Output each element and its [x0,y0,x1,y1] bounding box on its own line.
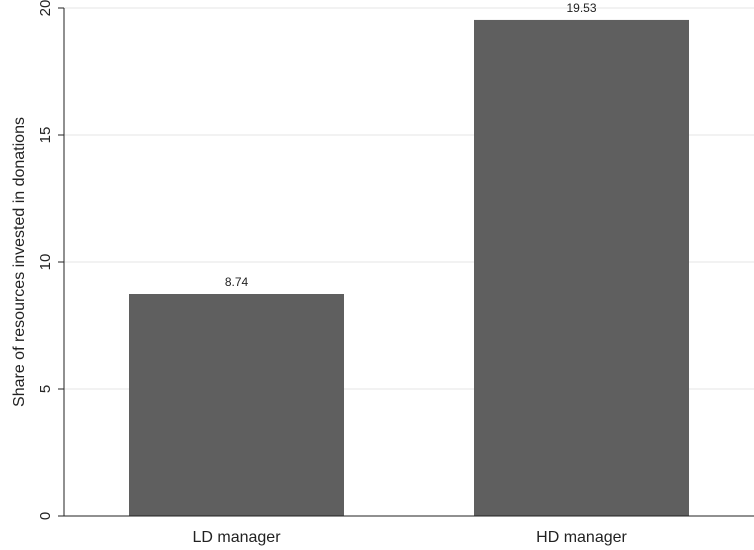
bar-value-label: 8.74 [225,275,249,289]
x-axis-category-labels: LD manager HD manager [192,529,627,546]
bars [129,19,689,517]
y-tick-label: 20 [37,0,54,16]
y-axis-ticks: 0 5 10 15 20 [37,0,64,520]
x-category-label: LD manager [192,529,281,546]
y-tick-label: 5 [37,385,54,393]
y-tick-label: 0 [37,512,54,520]
bar-ld-manager [129,294,344,516]
bar-value-labels: 8.74 19.53 [225,1,597,289]
y-tick-label: 10 [37,254,54,271]
bar-value-label: 19.53 [566,1,596,15]
bar-hd-manager [474,19,689,517]
y-tick-label: 15 [37,127,54,144]
x-category-label: HD manager [536,529,627,546]
y-axis-title: Share of resources invested in donations [11,117,28,407]
